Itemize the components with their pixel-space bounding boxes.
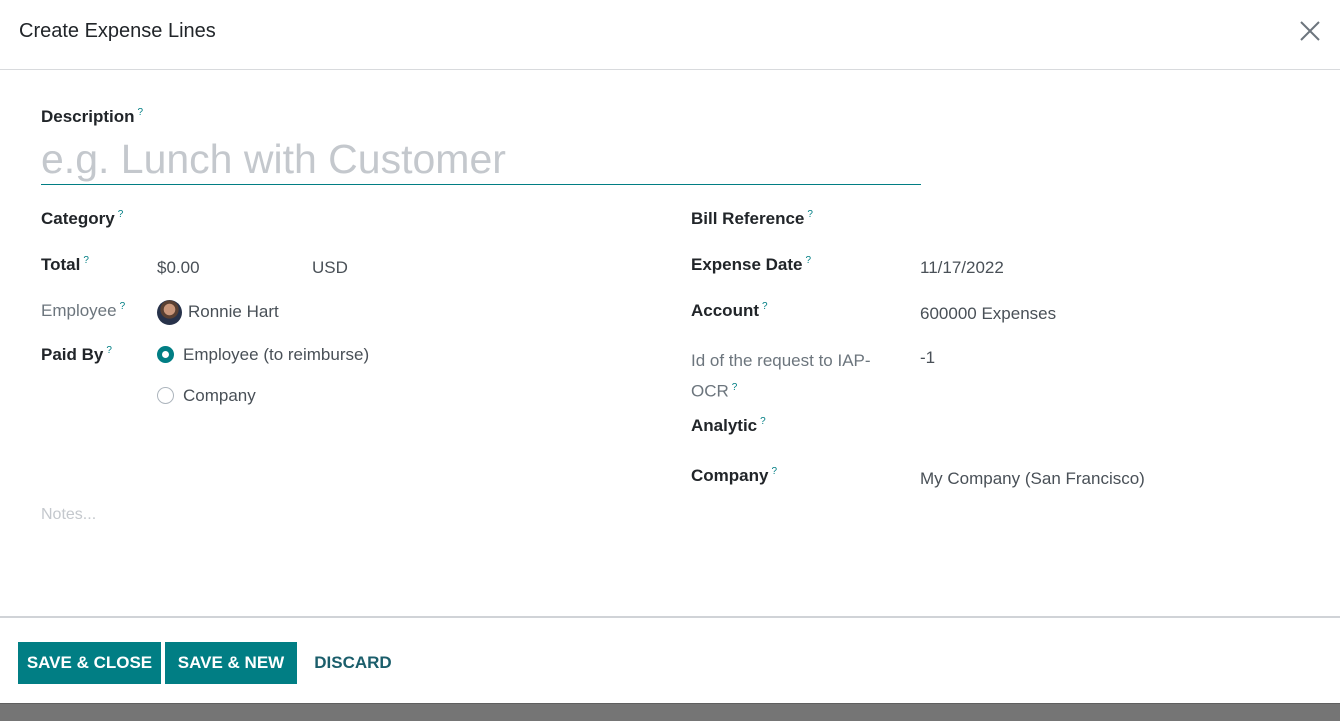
discard-button[interactable]: DISCARD [305,642,401,684]
paid-by-company-label[interactable]: Company [183,386,256,405]
employee-field[interactable]: Ronnie Hart [188,302,279,321]
total-label: Total? [41,255,89,275]
label-text: Total [41,255,81,274]
label-text: Bill Reference [691,209,805,228]
paid-by-employee-radio[interactable] [157,346,174,363]
label-text: Description [41,107,135,126]
label-text: Analytic [691,416,758,435]
employee-label: Employee? [41,301,125,321]
paid-by-company-radio[interactable] [157,387,174,404]
dialog-footer: SAVE & CLOSE SAVE & NEW DISCARD [0,616,1340,703]
help-tooltip-icon[interactable]: ? [760,416,766,428]
dialog-title: Create Expense Lines [19,20,216,42]
label-text: Account [691,301,759,320]
account-field[interactable]: 600000 Expenses [920,304,1057,323]
account-label: Account? [691,301,768,321]
help-tooltip-icon[interactable]: ? [117,209,124,221]
help-tooltip-icon[interactable]: ? [805,255,812,267]
iap-ocr-label: Id of the request to IAP- OCR? [691,347,871,405]
help-tooltip-icon[interactable]: ? [106,345,112,357]
help-tooltip-icon[interactable]: ? [119,301,126,313]
iap-ocr-value: -1 [920,348,936,367]
close-icon[interactable] [1297,18,1323,44]
analytic-label: Analytic? [691,416,766,436]
help-tooltip-icon[interactable]: ? [83,255,89,267]
label-text: Employee [41,301,117,320]
label-text: OCR [691,381,729,401]
total-amount-input[interactable]: $0.00 [157,258,200,277]
help-tooltip-icon[interactable]: ? [731,382,738,393]
employee-avatar [157,300,182,325]
currency-select[interactable]: USD [312,258,348,277]
save-close-button[interactable]: SAVE & CLOSE [18,642,161,684]
background-overlay [0,703,1340,721]
expense-date-label: Expense Date? [691,255,811,275]
expense-date-input[interactable]: 11/17/2022 [920,258,1004,277]
company-field[interactable]: My Company (San Francisco) [920,469,1145,488]
help-tooltip-icon[interactable]: ? [807,209,813,221]
help-tooltip-icon[interactable]: ? [137,107,144,119]
help-tooltip-icon[interactable]: ? [762,301,768,313]
label-text: Company [691,466,769,485]
description-label: Description? [41,107,143,127]
paid-by-label: Paid By? [41,345,112,365]
help-tooltip-icon[interactable]: ? [771,466,778,478]
save-new-button[interactable]: SAVE & NEW [165,642,297,684]
category-label: Category? [41,209,123,229]
label-text: Id of the request to IAP- [691,351,871,370]
label-text: Expense Date [691,255,803,274]
paid-by-employee-label[interactable]: Employee (to reimburse) [183,345,370,364]
notes-input[interactable]: Notes... [41,506,97,523]
company-label: Company? [691,466,777,486]
description-input[interactable] [41,134,921,185]
label-text: Paid By [41,345,104,364]
label-text: Category [41,209,115,228]
dialog-header: Create Expense Lines [0,0,1340,70]
bill-reference-label: Bill Reference? [691,209,813,229]
